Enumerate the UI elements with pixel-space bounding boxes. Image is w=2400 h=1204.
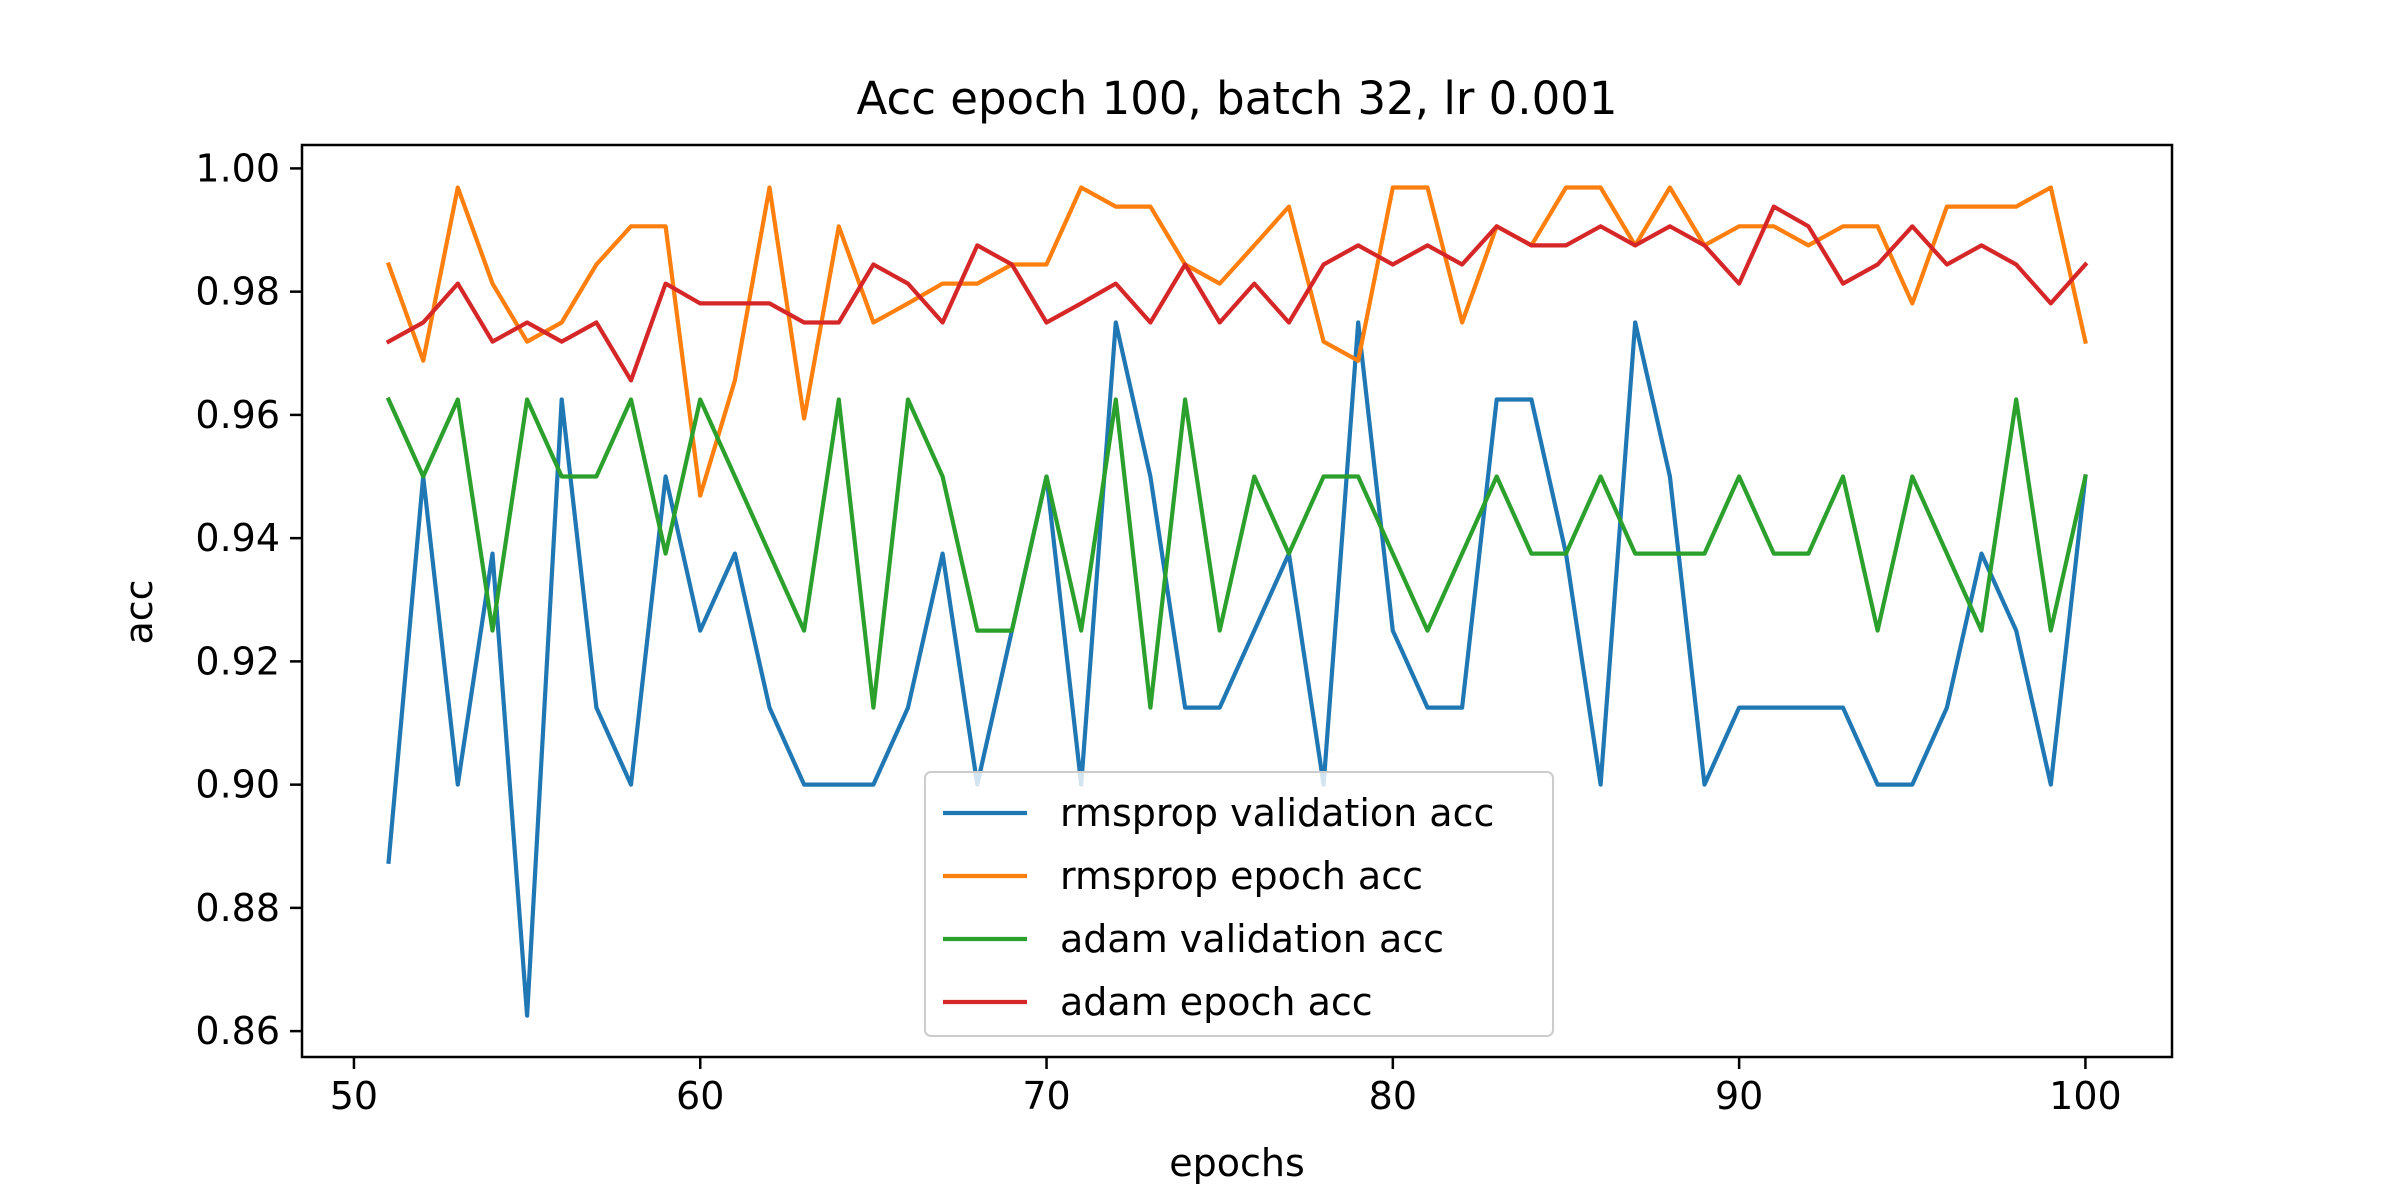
y-axis-label: acc: [117, 579, 161, 644]
x-axis-label: epochs: [1169, 1141, 1305, 1185]
legend: rmsprop validation acc rmsprop epoch acc a…: [924, 771, 1554, 1037]
y-tick-label: 0.90: [195, 763, 280, 807]
y-tick-label: 0.98: [195, 270, 280, 314]
legend-label: rmsprop validation acc: [1060, 791, 1494, 835]
plot-frame: [300, 143, 2174, 1059]
x-tick-label: 50: [330, 1074, 378, 1118]
legend-label: rmsprop epoch acc: [1060, 854, 1423, 898]
axis-ticks: 50 60 70 80 90 100 0.86 0.88 0.90 0.92 0.94 0.96 0.9…: [195, 146, 2121, 1118]
y-tick-label: 1.00: [195, 146, 280, 190]
series-line-1: [385, 185, 2088, 498]
y-tick-label: 0.92: [195, 639, 280, 683]
x-tick-label: 70: [1022, 1074, 1070, 1118]
series-line-0: [386, 320, 2088, 1018]
y-tick-label: 0.86: [195, 1009, 280, 1053]
y-tick-label: 0.94: [195, 516, 280, 560]
y-tick-label: 0.96: [195, 393, 280, 437]
x-tick-label: 80: [1369, 1074, 1417, 1118]
x-tick-label: 100: [2049, 1074, 2122, 1118]
series-lines: [385, 185, 2089, 1018]
legend-label: adam validation acc: [1060, 917, 1444, 961]
legend-box: [924, 771, 1554, 1037]
legend-label: adam epoch acc: [1060, 980, 1373, 1024]
chart-title: Acc epoch 100, batch 32, lr 0.001: [857, 72, 1618, 125]
series-line-3: [385, 204, 2089, 383]
x-tick-label: 60: [676, 1074, 724, 1118]
y-tick-label: 0.88: [195, 886, 280, 930]
x-tick-label: 90: [1715, 1074, 1763, 1118]
series-line-2: [385, 396, 2088, 710]
